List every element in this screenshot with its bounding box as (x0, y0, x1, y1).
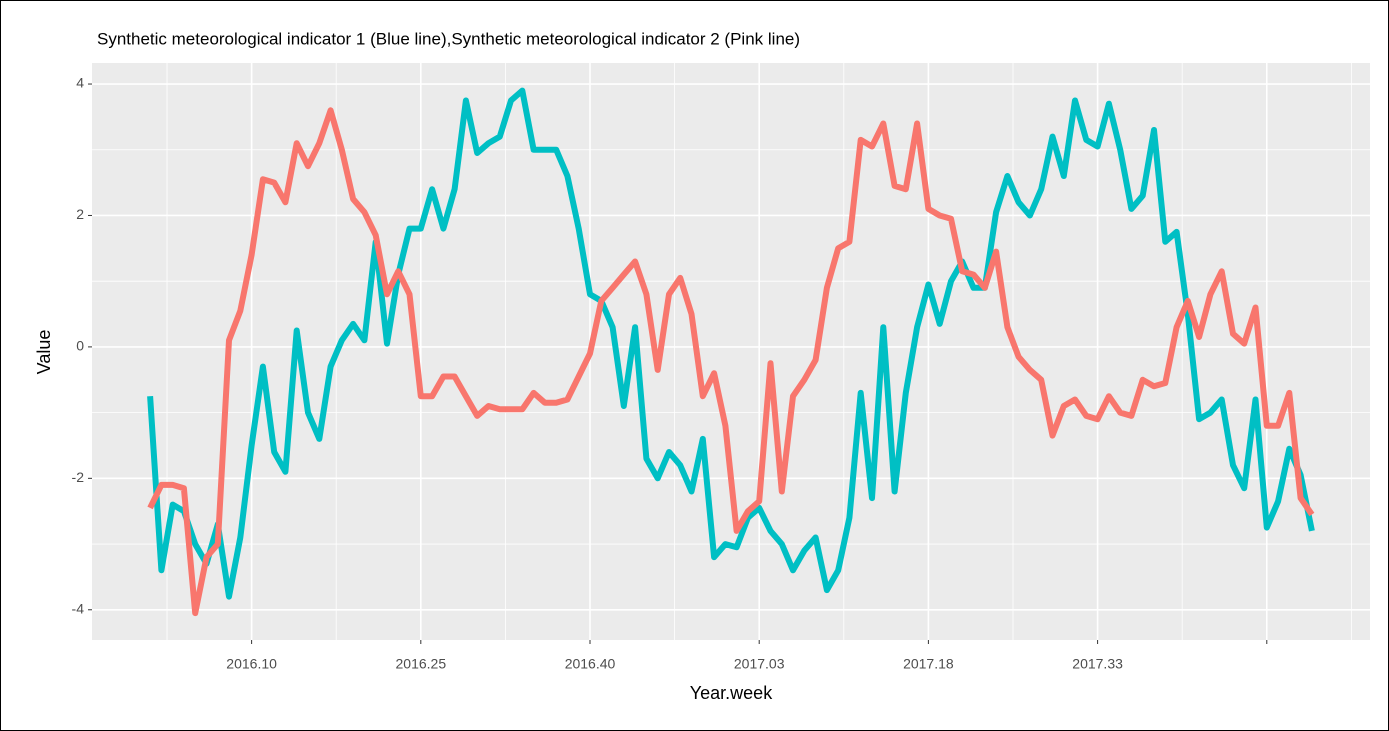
series-line (147, 107, 1315, 617)
x-tick-label: 2017.33 (1072, 656, 1123, 672)
y-tick-label: 2 (76, 206, 84, 222)
y-tick-label: -2 (72, 469, 85, 485)
x-tick-label: 2016.40 (565, 656, 616, 672)
y-tick-label: 4 (76, 75, 84, 91)
chart-title: Synthetic meteorological indicator 1 (Bl… (97, 29, 800, 48)
x-tick-label: 2017.18 (903, 656, 954, 672)
series-line (147, 87, 1315, 600)
y-tick-label: 0 (76, 338, 84, 354)
y-tick-label: -4 (72, 600, 85, 616)
x-tick-label: 2016.10 (226, 656, 277, 672)
x-tick-label: 2017.03 (734, 656, 785, 672)
x-tick-label: 2016.25 (396, 656, 447, 672)
y-axis-label: Value (34, 330, 54, 375)
x-axis-label: Year.week (690, 683, 773, 703)
